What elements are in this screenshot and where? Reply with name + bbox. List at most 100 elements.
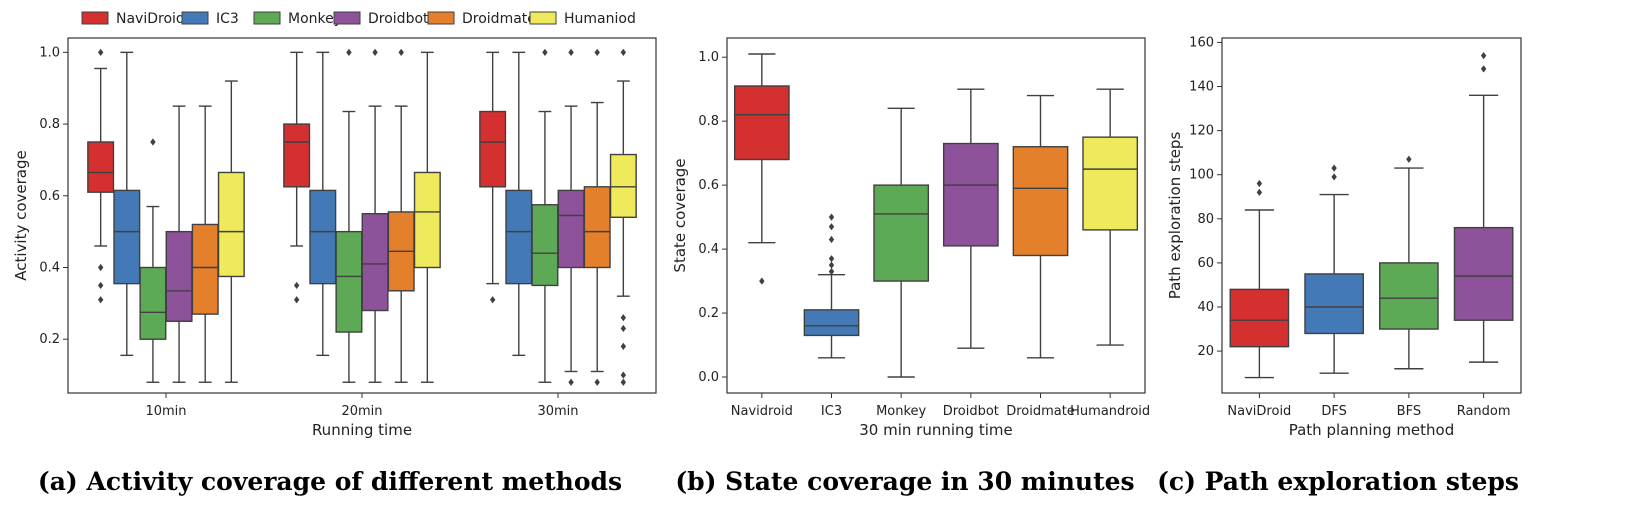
- box-plot: [87, 48, 115, 304]
- box-iqr: [191, 223, 219, 315]
- box-iqr: [87, 141, 115, 193]
- outlier-point: [293, 296, 300, 304]
- y-tick-label: 1.0: [39, 45, 60, 60]
- x-tick-label: Droidmate: [1006, 404, 1075, 419]
- x-axis-label: 30 min running time: [859, 421, 1012, 439]
- box-iqr: [413, 171, 441, 269]
- box-iqr: [609, 153, 637, 218]
- x-tick-label: Navidroid: [731, 404, 793, 419]
- legend-item: NaviDroid: [81, 11, 185, 27]
- outlier-point: [828, 235, 835, 244]
- outlier-point: [620, 48, 627, 56]
- box-iqr: [335, 230, 363, 333]
- plot-frame: [1221, 37, 1522, 394]
- x-tick-label: Monkey: [876, 404, 926, 419]
- legend-item: Droidmate: [427, 11, 536, 27]
- y-tick-label: 120: [1189, 124, 1214, 139]
- box-plot: [139, 138, 167, 383]
- panel-caption: (a) Activity coverage of different metho…: [38, 467, 622, 496]
- box-plot: [479, 51, 507, 304]
- box-iqr: [283, 123, 311, 188]
- outlier-point: [398, 48, 404, 56]
- box-plot: [387, 48, 415, 383]
- outlier-point: [828, 223, 835, 231]
- x-tick-label: NaviDroid: [1227, 404, 1291, 419]
- y-tick-label: 0.6: [698, 178, 719, 193]
- box-plot: [733, 53, 790, 285]
- box-iqr: [557, 189, 585, 269]
- box-plot: [191, 105, 219, 383]
- box-plot: [1379, 155, 1439, 370]
- outlier-point: [1256, 179, 1263, 188]
- box-plot: [531, 48, 559, 383]
- y-tick-label: 80: [1197, 212, 1214, 227]
- box-plot: [557, 48, 585, 386]
- legend-item: IC3: [181, 11, 239, 27]
- box-iqr: [583, 186, 611, 269]
- outlier-point: [620, 314, 627, 322]
- outlier-point: [594, 48, 600, 56]
- y-tick-label: 0.8: [39, 117, 60, 132]
- outlier-point: [97, 296, 104, 304]
- outlier-point: [759, 277, 765, 285]
- box-plot: [583, 48, 611, 386]
- box-iqr: [165, 230, 193, 322]
- x-tick-label: DFS: [1321, 404, 1347, 419]
- y-tick-label: 100: [1189, 168, 1214, 183]
- y-tick-label: 0.8: [698, 114, 719, 129]
- legend-item: Monkey: [253, 11, 342, 27]
- x-axis-label: Running time: [312, 421, 412, 439]
- box-plot: [505, 51, 533, 357]
- legend-swatch: [81, 11, 109, 25]
- box-iqr: [803, 309, 860, 337]
- box-iqr: [733, 85, 790, 161]
- outlier-point: [372, 48, 378, 56]
- box-plot: [1082, 88, 1139, 346]
- outlier-point: [293, 281, 300, 290]
- y-tick-label: 160: [1189, 35, 1214, 50]
- box-plot: [413, 51, 441, 383]
- y-tick-label: 40: [1197, 300, 1214, 315]
- x-tick-label: 10min: [145, 404, 186, 419]
- outlier-point: [568, 48, 574, 56]
- box-plot: [361, 48, 389, 383]
- box-iqr: [1453, 226, 1514, 321]
- outlier-point: [620, 324, 627, 333]
- box-plot: [1012, 94, 1069, 359]
- legend-swatch: [253, 11, 281, 25]
- legend-label: Droidbot: [368, 11, 429, 27]
- legend-label: NaviDroid: [116, 11, 185, 27]
- box-plot: [1453, 52, 1514, 363]
- box-iqr: [1379, 262, 1439, 330]
- box-plot: [283, 51, 311, 304]
- box-plot: [335, 48, 363, 383]
- y-tick-label: 0.2: [39, 332, 60, 347]
- outlier-point: [568, 378, 574, 386]
- y-tick-label: 0.4: [698, 242, 719, 257]
- box-iqr: [479, 110, 507, 188]
- legend-swatch: [529, 11, 557, 25]
- box-plot: [1304, 164, 1364, 374]
- outlier-point: [1331, 164, 1337, 172]
- legend-swatch: [181, 11, 209, 25]
- legend-label: Monkey: [288, 11, 342, 27]
- y-tick-label: 0.4: [39, 260, 60, 275]
- panel-a: 0.2 0.4 0.6 0.8 1.0 Activity coverage Running …: [12, 37, 657, 439]
- legend-swatch: [333, 11, 361, 25]
- box-iqr: [1012, 146, 1069, 257]
- x-tick-label: Humandroid: [1070, 404, 1150, 419]
- box-iqr: [113, 189, 141, 285]
- outlier-point: [97, 281, 104, 290]
- outlier-point: [1406, 155, 1412, 163]
- outlier-point: [1480, 52, 1487, 60]
- x-tick-label: IC3: [821, 404, 842, 419]
- panel-caption: (b) State coverage in 30 minutes: [675, 467, 1134, 496]
- outlier-point: [620, 342, 627, 350]
- panel-caption: (c) Path exploration steps: [1157, 467, 1519, 496]
- box-iqr: [309, 189, 337, 285]
- x-tick-label: 20min: [341, 404, 382, 419]
- outlier-point: [828, 213, 835, 221]
- box-iqr: [1304, 273, 1364, 335]
- box-plot: [873, 107, 930, 378]
